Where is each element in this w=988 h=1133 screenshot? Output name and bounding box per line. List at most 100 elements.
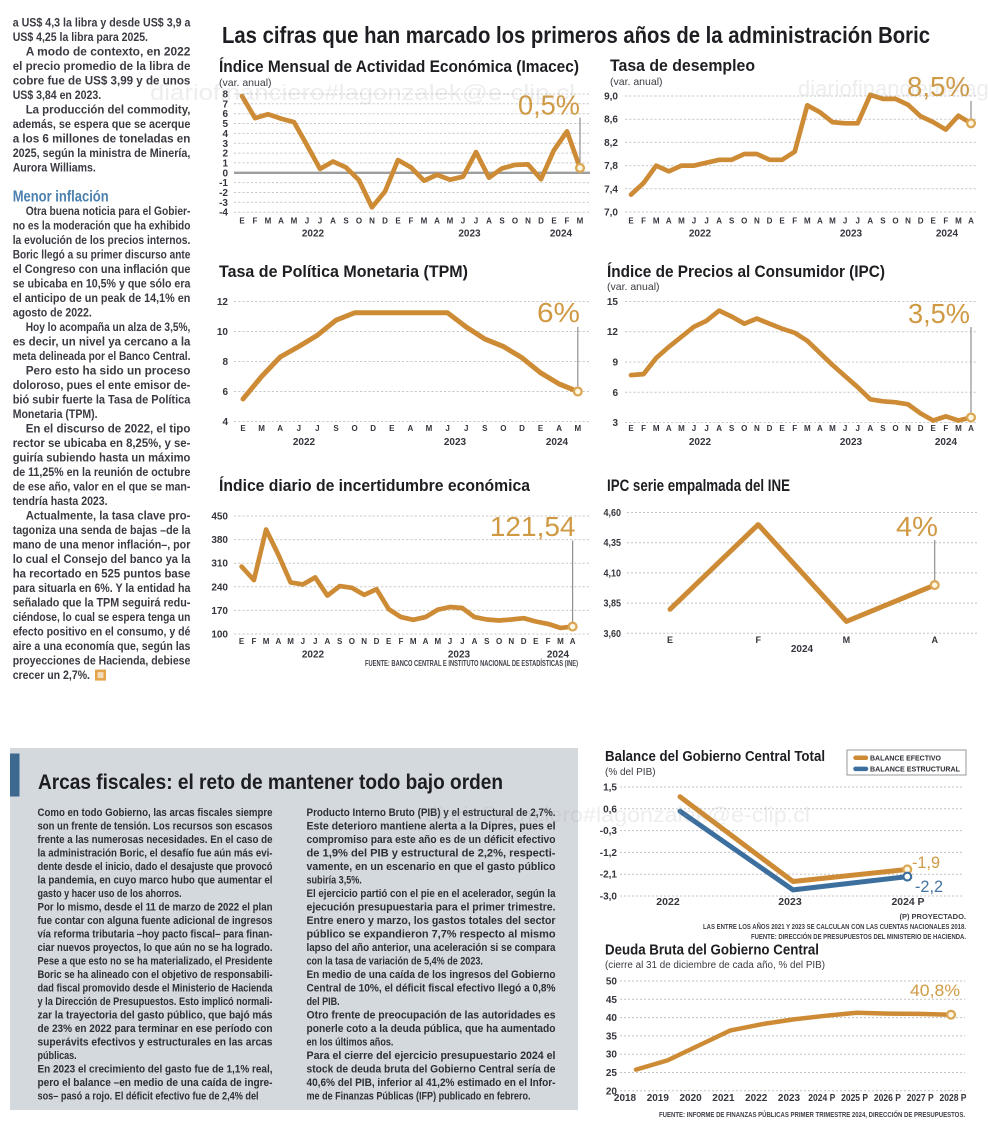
svg-text:ejecución presupuestaria para: ejecución presupuestaria para el primer … (307, 902, 556, 914)
svg-text:2022: 2022 (689, 229, 712, 240)
svg-text:En medio de una caída de los i: En medio de una caída de los ingresos de… (307, 969, 556, 981)
svg-text:2022: 2022 (656, 896, 680, 908)
svg-text:A: A (423, 637, 429, 646)
svg-text:Índice diario de incertidumbre: Índice diario de incertidumbre económica (219, 476, 531, 495)
svg-text:frente a las numerosas necesid: frente a las numerosas necesidades. En e… (38, 834, 273, 846)
svg-text:J: J (474, 217, 478, 226)
svg-text:O: O (741, 217, 747, 226)
svg-text:la pandemia, en cuyo marco hub: la pandemia, en cuyo marco hubo que aume… (38, 875, 273, 887)
svg-text:M: M (291, 217, 298, 226)
svg-text:25: 25 (606, 1068, 618, 1079)
svg-text:7,8: 7,8 (604, 161, 618, 172)
svg-text:F: F (399, 637, 404, 646)
svg-text:J: J (448, 637, 452, 646)
svg-text:M: M (557, 637, 564, 646)
svg-text:A: A (867, 217, 873, 226)
svg-text:2023: 2023 (778, 896, 802, 908)
svg-text:M: M (434, 637, 441, 646)
svg-text:3: 3 (612, 418, 618, 429)
svg-text:diariofinanciero#lagonzalek@e-: diariofinanciero#lagonzalek@e-clip.cl (150, 80, 575, 105)
svg-text:J: J (843, 217, 847, 226)
svg-text:S: S (482, 424, 488, 433)
svg-text:de 23% en 2022 para terminar e: de 23% en 2022 para terminar en ese perí… (38, 1023, 273, 1035)
svg-text:O: O (351, 424, 357, 433)
svg-text:Deuda Bruta del Gobierno Centr: Deuda Bruta del Gobierno Central (605, 943, 819, 959)
svg-text:En 2023 el crecimiento del gas: En 2023 el crecimiento del gasto fue de … (38, 1064, 273, 1076)
svg-text:Balance del Gobierno Central T: Balance del Gobierno Central Total (605, 749, 825, 765)
svg-text:O: O (892, 217, 898, 226)
svg-text:7: 7 (222, 99, 228, 110)
svg-text:J: J (297, 424, 301, 433)
svg-text:2024 P: 2024 P (892, 896, 925, 908)
svg-text:A: A (666, 424, 672, 433)
svg-text:2023: 2023 (448, 650, 471, 661)
svg-text:diariofinanciero#lagonzalek@e-: diariofinanciero#lagonzalek@e-clip.cl (798, 76, 988, 101)
svg-text:E: E (533, 637, 539, 646)
svg-text:N: N (754, 424, 760, 433)
svg-text:M: M (577, 217, 584, 226)
svg-text:FUENTE: BANCO CENTRAL E INSTIT: FUENTE: BANCO CENTRAL E INSTITUTO NACION… (365, 659, 578, 668)
svg-text:no es la moderación que ha exh: no es la moderación que ha exhibido (13, 219, 191, 233)
svg-text:ciéndose, lo cual se espera te: ciéndose, lo cual se espera tenga un (13, 610, 191, 624)
svg-text:N: N (905, 217, 911, 226)
svg-text:A: A (330, 217, 336, 226)
svg-text:diariofinanciero#lagonzalek@e-: diariofinanciero#lagonzalek@e-clip.cl (425, 804, 810, 827)
svg-text:dente desde el inicio, dado el: dente desde el inicio, dado el desajuste… (38, 861, 273, 873)
svg-text:J: J (318, 217, 322, 226)
svg-text:E: E (395, 217, 401, 226)
svg-text:(var. anual): (var. anual) (607, 281, 660, 293)
svg-text:100: 100 (211, 630, 228, 641)
svg-text:2022: 2022 (689, 437, 712, 448)
svg-text:3,85: 3,85 (604, 599, 622, 610)
svg-text:7,4: 7,4 (604, 184, 618, 195)
svg-text:el precio promedio de la libra: el precio promedio de la libra de (13, 59, 191, 73)
svg-text:8: 8 (222, 357, 228, 368)
svg-text:doloroso, pues el ente emisor: doloroso, pues el ente emisor de- (13, 378, 191, 392)
svg-text:6%: 6% (537, 297, 580, 328)
svg-text:3,60: 3,60 (604, 629, 622, 640)
svg-text:O: O (741, 424, 747, 433)
svg-text:J: J (461, 217, 465, 226)
svg-text:M: M (447, 217, 454, 226)
svg-text:380: 380 (211, 535, 228, 546)
svg-text:A: A (486, 217, 492, 226)
svg-text:Actualmente, la tasa clave pro: Actualmente, la tasa clave pro- (26, 509, 191, 523)
svg-text:M: M (263, 637, 270, 646)
svg-text:S: S (343, 217, 349, 226)
svg-text:F: F (943, 217, 948, 226)
svg-text:F: F (251, 637, 256, 646)
svg-text:crecer un 2,7%.: crecer un 2,7%. (13, 668, 90, 682)
svg-text:agosto de 2022.: agosto de 2022. (13, 306, 92, 320)
svg-text:M: M (843, 635, 851, 645)
svg-text:M: M (804, 217, 811, 226)
svg-text:zar la trayectoria del gasto p: zar la trayectoria del gasto público, qu… (38, 1010, 273, 1022)
svg-text:Monetaria (TPM).: Monetaria (TPM). (13, 407, 98, 421)
svg-text:4,10: 4,10 (604, 568, 622, 579)
svg-text:N: N (754, 217, 760, 226)
svg-text:12: 12 (607, 327, 619, 338)
svg-text:4: 4 (222, 129, 228, 140)
svg-text:en los últimos años.: en los últimos años. (307, 1037, 394, 1049)
svg-text:2028 P: 2028 P (940, 1093, 967, 1104)
svg-text:pero el balance –en medio de u: pero el balance –en medio de una caída d… (38, 1077, 273, 1089)
svg-text:M: M (955, 424, 962, 433)
svg-text:O: O (356, 217, 362, 226)
svg-text:Entre enero y marzo, los gasto: Entre enero y marzo, los gastos totales … (307, 915, 557, 927)
svg-text:40,6% del PIB, inferior al 41,: 40,6% del PIB, inferior al 41,2% estimad… (307, 1077, 556, 1089)
svg-text:2018: 2018 (614, 1093, 637, 1104)
svg-text:vía reforma tributaria –hoy pa: vía reforma tributaria –hoy pacto fiscal… (38, 929, 273, 941)
svg-text:es decir, un nivel ya cercano: es decir, un nivel ya cercano a la (13, 335, 191, 349)
svg-text:F: F (546, 637, 551, 646)
svg-text:FUENTE: DIRECCIÓN DE PRESUPUES: FUENTE: DIRECCIÓN DE PRESUPUESTOS DEL MI… (751, 932, 966, 941)
svg-text:2: 2 (222, 149, 228, 160)
svg-text:F: F (943, 424, 948, 433)
svg-text:3,5%: 3,5% (908, 298, 970, 329)
svg-text:2024: 2024 (546, 437, 569, 448)
svg-text:3: 3 (222, 139, 228, 150)
svg-text:D: D (519, 424, 525, 433)
svg-text:Menor inflación: Menor inflación (13, 189, 109, 206)
svg-text:E: E (551, 217, 557, 226)
svg-text:el anticipo de un peak de 14,1: el anticipo de un peak de 14,1% en (13, 291, 191, 305)
svg-text:2025 P: 2025 P (841, 1093, 868, 1104)
svg-text:0,6: 0,6 (603, 804, 617, 815)
